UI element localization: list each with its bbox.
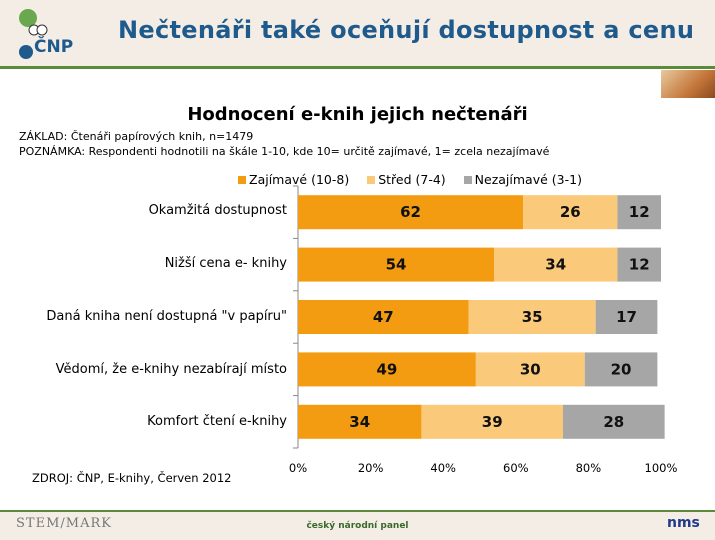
logo-text: ČNP (34, 35, 73, 57)
data-label: 49 (376, 360, 397, 378)
x-tick-label: 40% (430, 461, 456, 475)
data-label: 28 (603, 413, 624, 431)
data-label: 62 (400, 203, 421, 221)
data-label: 26 (560, 203, 581, 221)
x-tick-label: 60% (503, 461, 529, 475)
nms-logo: nms (667, 515, 700, 531)
header-band (0, 0, 715, 66)
legend-label: Nezajímavé (3-1) (474, 172, 582, 187)
data-label: 34 (545, 256, 566, 274)
bar-segment (617, 247, 661, 282)
bar-segment (298, 352, 476, 387)
bar-segment (617, 195, 661, 230)
book-image (661, 70, 715, 98)
bar-segment (595, 300, 658, 334)
legend: Zajímavé (10-8) Střed (7-4) Nezajímavé (… (238, 172, 582, 187)
bar-segment (298, 247, 495, 282)
data-label: 47 (373, 308, 394, 326)
legend-item: Nezajímavé (3-1) (463, 172, 582, 187)
data-label: 20 (611, 360, 632, 378)
data-label: 12 (629, 203, 650, 221)
legend-label: Zajímavé (10-8) (249, 172, 350, 187)
cnp-logo: ČNP (14, 8, 76, 60)
data-label: 54 (386, 256, 407, 274)
bar-segment (298, 195, 524, 230)
x-tick-label: 100% (645, 461, 678, 475)
source-note: ZDROJ: ČNP, E-knihy, Červen 2012 (32, 471, 232, 485)
category-label: Okamžitá dostupnost (148, 203, 287, 218)
data-label: 17 (616, 308, 637, 326)
category-label: Komfort čtení e-knihy (147, 414, 287, 429)
footer-divider (0, 510, 715, 513)
legend-label: Střed (7-4) (378, 172, 446, 187)
legend-swatch (463, 176, 472, 184)
data-label: 34 (349, 413, 370, 431)
bar-segment (562, 404, 665, 439)
bar-segment (298, 300, 469, 334)
data-label: 35 (522, 308, 543, 326)
data-label: 12 (629, 256, 650, 274)
bar-segment (468, 300, 596, 334)
category-label: Vědomí, že e-knihy nezabírají místo (55, 362, 287, 377)
data-label: 39 (482, 413, 503, 431)
x-tick-label: 20% (358, 461, 384, 475)
bar-segment (523, 195, 618, 230)
scale-note: POZNÁMKA: Respondenti hodnotili na škále… (19, 145, 550, 158)
base-note: ZÁKLAD: Čtenáři papírových knih, n=1479 (19, 130, 254, 143)
bar-segment (298, 404, 422, 439)
bar-segment (584, 352, 658, 387)
legend-item: Zajímavé (10-8) (238, 172, 349, 187)
bar-segment (475, 352, 585, 387)
page-title: Nečtenáři také oceňují dostupnost a cenu (118, 16, 695, 44)
stemmark-logo: STEM/MARK (16, 516, 112, 531)
footer-text: český národní panel (306, 521, 409, 531)
header-divider (0, 66, 715, 69)
chart-title: Hodnocení e-knih jejich nečtenáři (187, 104, 528, 125)
legend-item: Střed (7-4) (367, 172, 446, 187)
category-label: Daná kniha není dostupná "v papíru" (46, 309, 287, 324)
footer-band (0, 512, 715, 540)
category-label: Nižší cena e- knihy (164, 256, 287, 271)
legend-swatch (238, 176, 246, 184)
x-tick-label: 0% (289, 461, 307, 475)
data-label: 30 (520, 360, 541, 378)
x-tick-label: 80% (576, 461, 602, 475)
bar-segment (494, 247, 618, 282)
bar-segment (421, 404, 563, 439)
legend-swatch (367, 176, 376, 184)
